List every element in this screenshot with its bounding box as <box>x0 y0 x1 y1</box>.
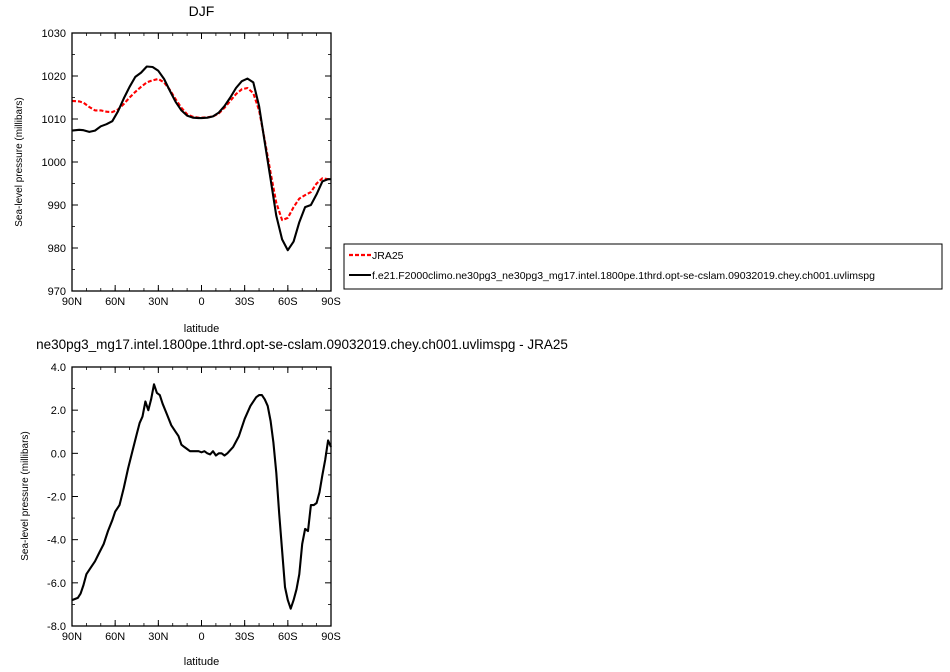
bottom-x-tick-label: 30S <box>235 631 255 643</box>
top-y-tick-label: 990 <box>48 200 66 212</box>
top-x-tick-label: 0 <box>198 296 204 308</box>
top-y-tick-label: 1030 <box>42 28 66 40</box>
top-chart-title: DJF <box>189 3 215 19</box>
top-x-tick-label: 30N <box>148 296 168 308</box>
bottom-chart-xlabel: latitude <box>184 656 219 668</box>
bottom-chart-ylabel: Sea-level pressure (millibars) <box>20 431 31 560</box>
bottom-x-tick-label: 0 <box>198 631 204 643</box>
bottom-plot-frame <box>71 366 332 627</box>
legend-label-model: f.e21.F2000climo.ne30pg3_ne30pg3_mg17.in… <box>372 270 875 282</box>
top-y-tick-label: 970 <box>48 286 66 298</box>
bottom-y-tick-label: -2.0 <box>47 492 66 504</box>
top-series-line-1 <box>71 65 331 252</box>
top-x-tick-label: 90S <box>321 296 341 308</box>
top-y-tick-label: 980 <box>48 243 66 255</box>
top-x-tick-label: 90N <box>62 296 82 308</box>
bottom-chart-title: ne30pg3_mg17.intel.1800pe.1thrd.opt-se-c… <box>36 337 568 352</box>
top-plot-frame <box>71 32 332 292</box>
bottom-plot-area <box>71 366 332 627</box>
top-y-tick-labels: 970 980 990 1000 1010 1020 1030 <box>42 28 66 298</box>
top-y-tick-label: 1020 <box>42 71 66 83</box>
bottom-x-tick-label: 60S <box>278 631 298 643</box>
top-x-tick-label: 60N <box>105 296 125 308</box>
legend: JRA25 f.e21.F2000climo.ne30pg3_ne30pg3_m… <box>343 243 943 290</box>
top-x-tick-labels: 90N 60N 30N 0 30S 60S 90S <box>62 296 341 308</box>
top-series-line-0 <box>71 77 331 222</box>
bottom-x-tick-label: 90N <box>62 631 82 643</box>
top-chart: DJF latitude Sea-level pressure (milliba… <box>14 3 341 335</box>
bottom-y-tick-label: -8.0 <box>47 621 66 633</box>
bottom-y-tick-label: 2.0 <box>51 405 66 417</box>
bottom-y-tick-label: -6.0 <box>47 578 66 590</box>
legend-label-jra25: JRA25 <box>372 250 404 262</box>
legend-frame <box>343 243 943 290</box>
bottom-x-tick-labels: 90N 60N 30N 0 30S 60S 90S <box>62 631 341 643</box>
top-y-tick-label: 1000 <box>42 157 66 169</box>
bottom-x-tick-label: 90S <box>321 631 341 643</box>
bottom-chart: ne30pg3_mg17.intel.1800pe.1thrd.opt-se-c… <box>20 337 568 668</box>
top-chart-ylabel: Sea-level pressure (millibars) <box>14 97 25 226</box>
top-x-tick-label: 30S <box>235 296 255 308</box>
bottom-y-tick-labels: -8.0 -6.0 -4.0 -2.0 0.0 2.0 4.0 <box>47 362 66 633</box>
bottom-y-tick-label: -4.0 <box>47 535 66 547</box>
top-y-tick-label: 1010 <box>42 114 66 126</box>
bottom-y-tick-label: 4.0 <box>51 362 66 374</box>
top-plot-area <box>71 32 332 292</box>
top-x-tick-label: 60S <box>278 296 298 308</box>
bottom-x-tick-label: 30N <box>148 631 168 643</box>
bottom-series-line-0 <box>71 383 332 610</box>
bottom-x-tick-label: 60N <box>105 631 125 643</box>
bottom-y-tick-label: 0.0 <box>51 448 66 460</box>
top-chart-xlabel: latitude <box>184 323 219 335</box>
